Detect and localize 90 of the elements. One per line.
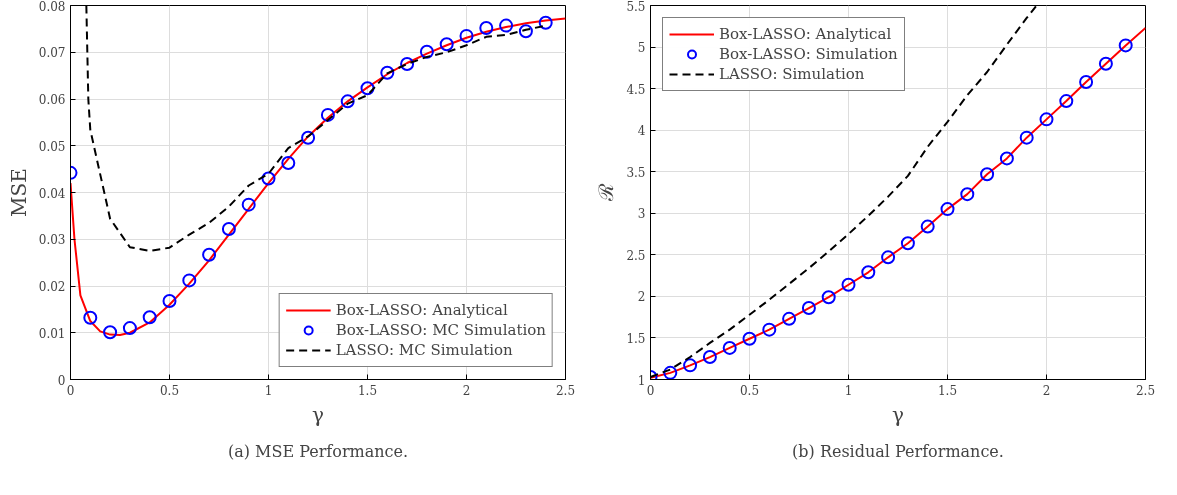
x-axis-title: γ xyxy=(892,402,904,427)
point xyxy=(881,250,896,265)
point xyxy=(1059,94,1074,109)
point xyxy=(439,37,454,52)
point xyxy=(380,65,395,80)
point xyxy=(841,277,856,292)
point xyxy=(742,331,757,346)
point xyxy=(340,94,355,109)
y-tick-label: 0.03 xyxy=(38,233,66,248)
point xyxy=(861,265,876,280)
x-tick-label: 1.5 xyxy=(937,383,958,398)
point xyxy=(940,202,955,217)
y-axis-title: MSE xyxy=(6,168,31,217)
point xyxy=(122,321,137,336)
point xyxy=(960,187,975,202)
point xyxy=(762,322,777,337)
legend-label: Box-LASSO: Simulation xyxy=(719,45,898,63)
legend-label: Box-LASSO: Analytical xyxy=(335,301,508,319)
x-tick-label: 1 xyxy=(264,383,273,398)
point xyxy=(459,28,474,43)
y-tick-label: 0.05 xyxy=(38,139,66,154)
y-tick-label: 4 xyxy=(637,124,646,139)
point xyxy=(1118,38,1133,53)
x-tick-label: 1 xyxy=(844,383,853,398)
point xyxy=(801,301,816,316)
point xyxy=(683,358,698,373)
point xyxy=(1039,112,1054,127)
point xyxy=(261,171,276,186)
y-tick-label: 0.08 xyxy=(38,0,66,14)
point xyxy=(360,81,375,96)
point xyxy=(83,310,98,325)
point xyxy=(320,107,335,122)
y-tick-label: 0.06 xyxy=(38,93,66,107)
point xyxy=(400,56,415,71)
point xyxy=(821,290,836,305)
x-tick-label: 2.5 xyxy=(555,383,576,398)
x-tick-label: 1.5 xyxy=(357,383,378,398)
y-tick-label: 5 xyxy=(637,41,646,56)
x-tick-label: 0.5 xyxy=(739,383,760,398)
legend-label: Box-LASSO: MC Simulation xyxy=(335,321,546,339)
legend-label: LASSO: MC Simulation xyxy=(335,341,513,359)
x-axis-title: γ xyxy=(312,402,324,427)
y-tick-label: 3 xyxy=(637,207,646,222)
point xyxy=(900,236,915,251)
point xyxy=(722,340,737,355)
point xyxy=(202,247,217,262)
point xyxy=(518,24,533,39)
point xyxy=(663,365,678,380)
y-tick-label: 0.07 xyxy=(38,46,66,61)
line-series xyxy=(70,17,566,337)
point xyxy=(920,219,935,234)
point xyxy=(142,310,157,325)
y-tick-label: 5.5 xyxy=(626,0,646,14)
point xyxy=(221,221,236,236)
y-tick-label: 0.01 xyxy=(38,326,66,341)
point xyxy=(419,44,434,59)
point xyxy=(782,311,797,326)
point xyxy=(538,15,553,30)
x-tick-label: 2 xyxy=(1042,383,1051,398)
y-tick-label: 1 xyxy=(637,373,646,388)
x-tick-label: 2 xyxy=(462,383,471,398)
point xyxy=(162,293,177,308)
y-tick-label: 0 xyxy=(57,373,66,388)
point xyxy=(103,325,118,340)
y-tick-label: 2.5 xyxy=(626,248,646,263)
point xyxy=(999,151,1014,166)
point xyxy=(281,156,296,171)
x-tick-label: 2.5 xyxy=(1135,383,1156,398)
text: (b) Residual Performance. xyxy=(792,441,1004,461)
point xyxy=(1098,56,1113,71)
y-tick-label: 3.5 xyxy=(626,165,646,180)
y-tick-label: 0.04 xyxy=(38,186,66,201)
text: (a) MSE Performance. xyxy=(227,441,409,461)
point xyxy=(301,130,316,145)
point xyxy=(980,167,995,182)
y-tick-label: 0.02 xyxy=(38,280,66,294)
point xyxy=(702,350,717,365)
y-tick-label: 1.5 xyxy=(626,331,646,346)
x-tick-label: 0.5 xyxy=(159,383,180,398)
y-axis-title: ℛ xyxy=(594,183,619,202)
y-tick-label: 2 xyxy=(637,290,646,305)
point xyxy=(182,273,197,288)
legend-label: LASSO: Simulation xyxy=(719,65,865,83)
legend-label: Box-LASSO: Analytical xyxy=(719,25,892,43)
point xyxy=(1079,74,1094,89)
point xyxy=(241,197,256,212)
point xyxy=(479,20,494,35)
point xyxy=(499,18,514,33)
y-tick-label: 4.5 xyxy=(626,82,646,97)
point xyxy=(1019,130,1034,145)
